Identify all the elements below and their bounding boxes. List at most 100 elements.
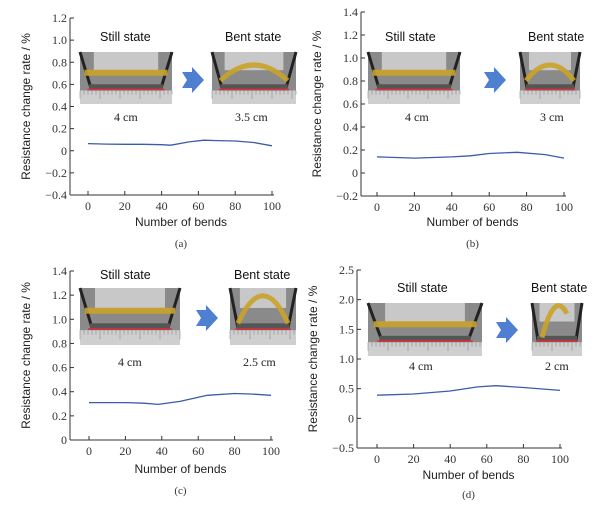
subplot-d: 2.5 2.0 1.5 1.0 0.5 0 −0.5 0 20 40 60 80 100 Number o… xyxy=(306,263,587,501)
y-axis-label: Resistance change rate / % xyxy=(306,285,320,432)
photo-base xyxy=(220,84,288,91)
still-state-photo xyxy=(366,302,484,356)
x-tick-label: 80 xyxy=(229,199,241,213)
ruler xyxy=(80,330,180,345)
bent-state-photo xyxy=(530,302,584,356)
y-tick-label: 0.2 xyxy=(52,122,67,136)
x-axis-label: Number of bends xyxy=(426,215,518,229)
still-state-label: Still state xyxy=(100,268,151,282)
y-tick-label: −0.4 xyxy=(45,188,67,202)
x-tick-label: 20 xyxy=(119,444,131,458)
x-tick-label: 0 xyxy=(85,199,91,213)
y-tick-label: 2.5 xyxy=(339,263,354,277)
y-tick-label: 0 xyxy=(352,166,358,180)
panel-caption: (a) xyxy=(175,238,188,250)
film-strip xyxy=(539,303,570,339)
y-tick-label: 1.2 xyxy=(343,28,358,42)
film-strip xyxy=(235,293,291,325)
y-tick-label: 1.4 xyxy=(52,264,67,278)
data-line xyxy=(89,392,272,406)
y-tick-label: 0.8 xyxy=(343,74,358,88)
x-tick-label: 80 xyxy=(229,444,241,458)
still-state-label: Still state xyxy=(397,281,448,295)
x-tick-label: 100 xyxy=(263,199,281,213)
x-axis-label: Number of bends xyxy=(135,215,227,229)
x-tick-label: 40 xyxy=(156,199,168,213)
x-tick-label: 0 xyxy=(374,452,380,466)
photo-frame xyxy=(518,51,582,89)
x-tick-label: 20 xyxy=(408,200,420,214)
data-line xyxy=(376,385,561,396)
y-tick-label: 0.8 xyxy=(52,336,67,350)
y-tick-label: 0.4 xyxy=(343,120,358,134)
still-length-label: 4 cm xyxy=(409,359,433,373)
photo-highlight xyxy=(95,288,165,308)
x-tick-label: 60 xyxy=(481,452,493,466)
ruler xyxy=(212,90,296,104)
data-line xyxy=(376,151,565,159)
y-tick-label: −0.5 xyxy=(332,441,354,455)
bent-state-photo xyxy=(228,287,298,345)
y-tick-label: 0.8 xyxy=(52,55,67,69)
y-tick-label: 0 xyxy=(61,144,67,158)
ruler xyxy=(532,342,582,356)
y-tick-label: −0.2 xyxy=(336,189,358,203)
bent-state-label: Bent state xyxy=(528,30,584,44)
x-tick-label: 100 xyxy=(262,444,280,458)
still-state-photo xyxy=(78,51,174,104)
y-tick-label: 1.2 xyxy=(52,288,67,302)
bent-state-photo xyxy=(210,51,298,104)
y-axis-label: Resistance change rate / % xyxy=(310,30,324,177)
y-axis-label: Resistance change rate / % xyxy=(19,33,33,180)
x-tick-label: 80 xyxy=(521,200,533,214)
y-tick-label: 0 xyxy=(348,411,354,425)
still-state-label: Still state xyxy=(385,30,436,44)
y-tick-label: 0.4 xyxy=(52,100,67,114)
y-tick-label: 0 xyxy=(61,433,67,447)
film-strip xyxy=(218,62,290,83)
film-strip xyxy=(524,62,576,83)
data-line xyxy=(87,139,273,147)
still-state-photo xyxy=(78,287,182,345)
x-tick-label: 60 xyxy=(192,199,204,213)
x-tick-label: 100 xyxy=(555,200,573,214)
y-tick-label: 1.0 xyxy=(343,51,358,65)
y-tick-label: 1.2 xyxy=(52,11,67,25)
photo-frame xyxy=(530,302,584,341)
y-tick-label: 0.6 xyxy=(343,97,358,111)
subplot-a: 1.2 1.0 0.8 0.6 0.4 0.2 0 −0.2 −0.4 0 20 40 60 80 100 N… xyxy=(19,11,298,250)
arrow-right-icon xyxy=(484,67,506,93)
y-tick-label: −0.2 xyxy=(45,166,67,180)
panel-caption: (d) xyxy=(462,489,475,501)
y-tick-label: 0.4 xyxy=(52,385,67,399)
x-tick-label: 60 xyxy=(483,200,495,214)
y-tick-label: 1.0 xyxy=(52,33,67,47)
photo-base xyxy=(89,84,163,91)
x-tick-label: 60 xyxy=(192,444,204,458)
arrow-right-icon xyxy=(182,67,204,93)
ruler xyxy=(80,90,172,104)
bent-length-label: 2.5 cm xyxy=(243,355,276,369)
bent-length-label: 3.5 cm xyxy=(235,110,268,124)
bent-state-label: Bent state xyxy=(234,268,290,282)
x-tick-label: 20 xyxy=(408,452,420,466)
bent-length-label: 2 cm xyxy=(545,359,569,373)
photo-base xyxy=(90,323,170,331)
y-tick-label: 1.0 xyxy=(52,312,67,326)
still-length-label: 4 cm xyxy=(114,110,138,124)
ruler xyxy=(368,90,460,104)
photo-base xyxy=(526,84,574,91)
photo-base xyxy=(379,335,471,343)
photo-frame xyxy=(210,51,298,89)
y-tick-label: 2.0 xyxy=(339,293,354,307)
x-tick-label: 0 xyxy=(86,444,92,458)
still-state-label: Still state xyxy=(100,30,151,44)
x-tick-label: 40 xyxy=(446,200,458,214)
bent-state-label: Bent state xyxy=(531,281,587,295)
still-state-photo xyxy=(366,51,462,104)
arrow-right-icon xyxy=(496,317,518,343)
arrow-right-icon xyxy=(196,305,218,331)
photo-highlight xyxy=(385,303,465,322)
subplot-b: 1.4 1.2 1.0 0.8 0.6 0.4 0.2 0 −0.2 0 20 40 60 80 100 Nu… xyxy=(310,5,584,250)
